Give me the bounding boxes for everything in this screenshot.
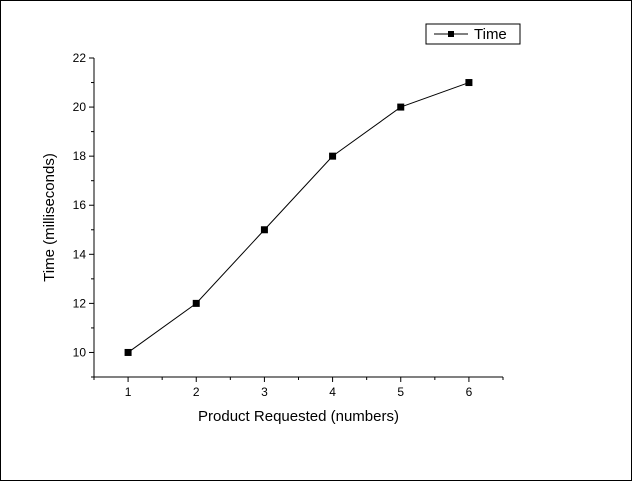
y-tick-label: 18 (73, 149, 87, 163)
x-tick-label: 5 (397, 385, 404, 399)
data-point (329, 152, 337, 160)
data-point (397, 103, 405, 111)
y-tick-label: 16 (73, 198, 87, 212)
y-tick-label: 10 (73, 345, 87, 359)
x-tick-label: 1 (125, 385, 132, 399)
y-tick-label: 20 (73, 100, 87, 114)
legend-entry-time: Time (474, 26, 507, 43)
x-tick-label: 3 (261, 385, 268, 399)
data-point (192, 299, 200, 307)
x-tick-label: 2 (193, 385, 200, 399)
x-tick-label: 4 (329, 385, 336, 399)
y-tick-label: 12 (73, 296, 87, 310)
y-tick-label: 22 (73, 51, 87, 65)
y-tick-label: 14 (73, 247, 87, 261)
axes (93, 58, 503, 378)
series-layer (124, 79, 473, 356)
data-point (124, 348, 132, 356)
data-point (260, 226, 268, 234)
series-line (127, 82, 470, 353)
data-point (465, 79, 473, 87)
legend: Time (425, 23, 521, 45)
y-axis-label: Time (milliseconds) (41, 153, 58, 282)
legend-marker-square (448, 31, 454, 37)
x-axis-label: Product Requested (numbers) (198, 408, 399, 425)
x-tick-label: 6 (466, 385, 473, 399)
legend-box (425, 23, 521, 45)
